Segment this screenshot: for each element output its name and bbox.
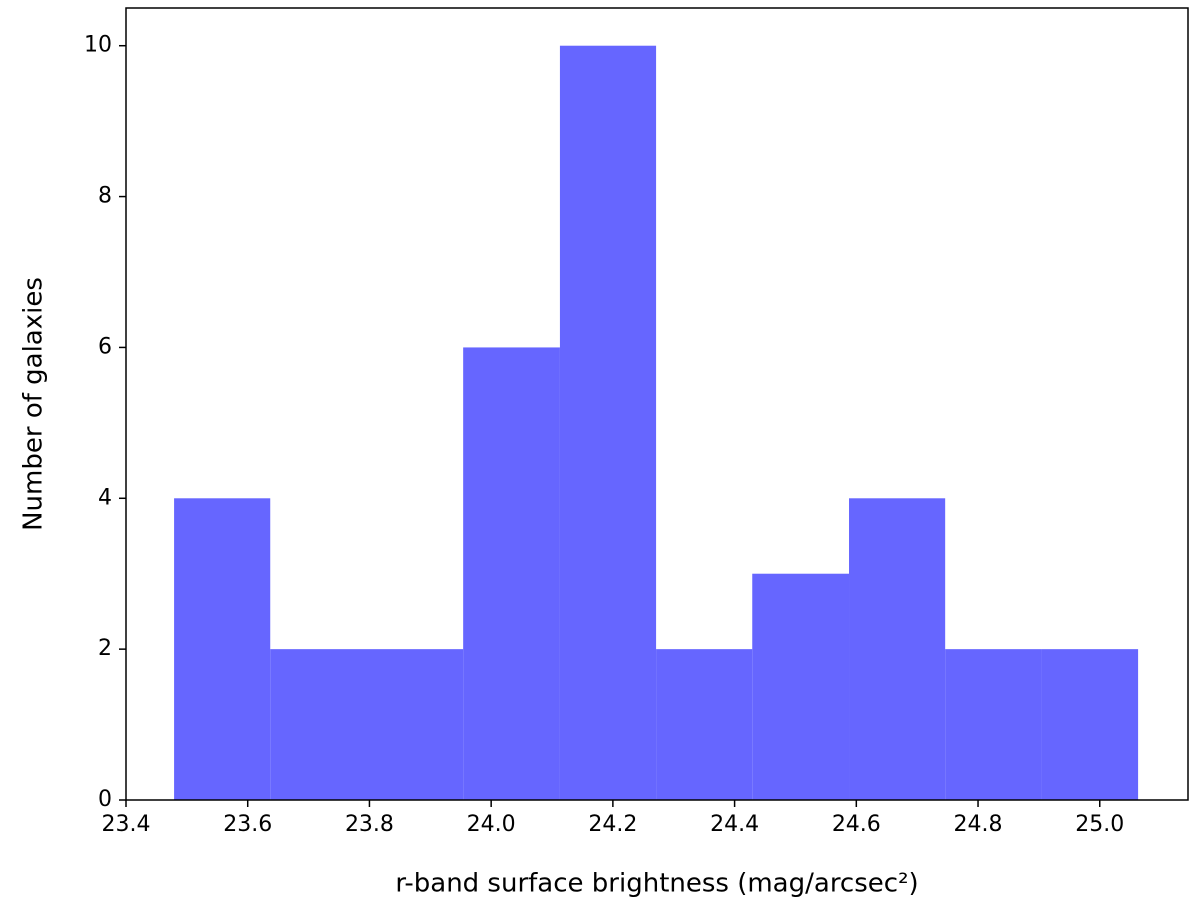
x-tick-label: 24.2 — [588, 812, 637, 837]
y-tick-label: 2 — [98, 636, 112, 661]
y-tick-label: 10 — [84, 33, 112, 58]
bar — [1041, 649, 1139, 800]
x-tick-label: 23.6 — [223, 812, 272, 837]
y-tick-label: 6 — [98, 334, 112, 359]
bar — [849, 498, 946, 800]
x-tick-label: 23.4 — [102, 812, 151, 837]
x-axis-label: r-band surface brightness (mag/arcsec²) — [395, 869, 918, 899]
y-tick-label: 8 — [98, 184, 112, 209]
bar — [752, 573, 850, 800]
y-tick-label: 4 — [98, 485, 112, 510]
bar — [463, 347, 560, 800]
bar — [656, 649, 753, 800]
bar — [367, 649, 464, 800]
plot-frame — [125, 7, 1189, 801]
bar — [559, 45, 657, 800]
x-tick-label: 24.4 — [710, 812, 759, 837]
x-tick-label: 24.8 — [954, 812, 1003, 837]
x-tick-label: 23.8 — [345, 812, 394, 837]
x-tick-label: 24.0 — [467, 812, 516, 837]
x-tick-label: 25.0 — [1075, 812, 1124, 837]
bar — [945, 649, 1042, 800]
y-axis-label: Number of galaxies — [19, 277, 49, 531]
bar — [270, 649, 368, 800]
bar — [174, 498, 271, 800]
y-tick-label: 0 — [98, 787, 112, 812]
x-tick-label: 24.6 — [832, 812, 881, 837]
